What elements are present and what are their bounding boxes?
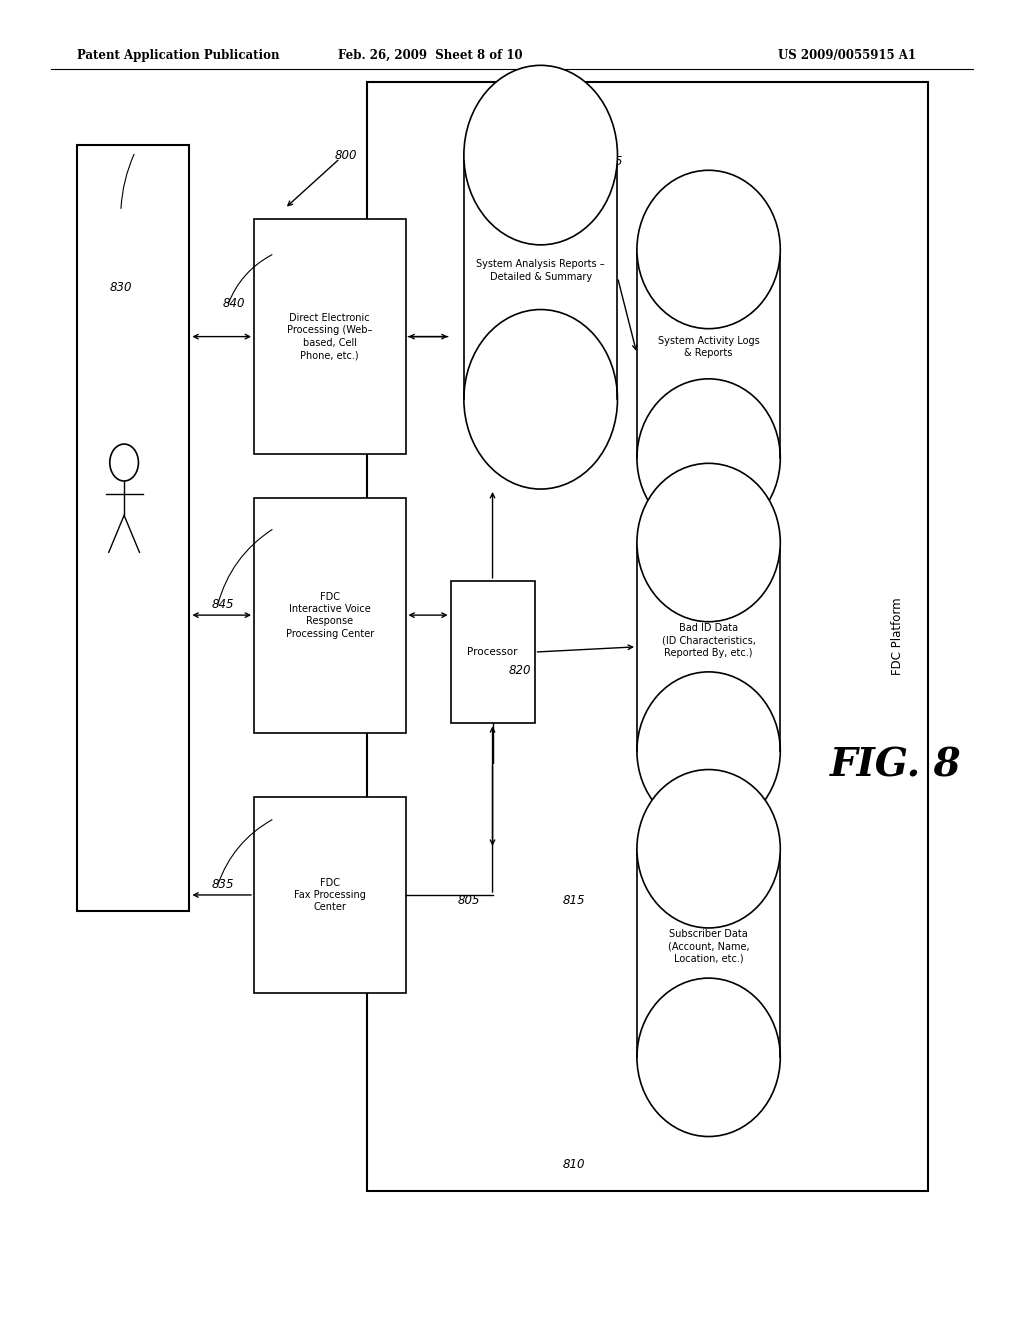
Text: 840: 840 <box>222 297 245 310</box>
Bar <box>254 219 406 454</box>
Ellipse shape <box>637 170 780 329</box>
Bar <box>77 145 189 911</box>
Bar <box>254 797 406 993</box>
Text: FDC
Interactive Voice
Response
Processing Center: FDC Interactive Voice Response Processin… <box>286 591 374 639</box>
Text: FDC Platform: FDC Platform <box>891 598 903 675</box>
Ellipse shape <box>637 463 780 622</box>
Text: 825: 825 <box>601 154 624 168</box>
Text: Subscriber Data
(Account, Name,
Location, etc.): Subscriber Data (Account, Name, Location… <box>668 929 750 964</box>
Text: Processor: Processor <box>467 647 518 657</box>
Text: System Activity Logs
& Reports: System Activity Logs & Reports <box>657 337 760 358</box>
Text: Patent Application Publication: Patent Application Publication <box>77 49 280 62</box>
Text: 810: 810 <box>562 1158 585 1171</box>
Ellipse shape <box>464 65 617 244</box>
Text: 800: 800 <box>335 149 357 162</box>
Bar <box>637 543 780 751</box>
Bar <box>637 249 780 458</box>
Text: Feb. 26, 2009  Sheet 8 of 10: Feb. 26, 2009 Sheet 8 of 10 <box>338 49 522 62</box>
Ellipse shape <box>464 309 617 488</box>
Text: Bad ID Data
(ID Characteristics,
Reported By, etc.): Bad ID Data (ID Characteristics, Reporte… <box>662 623 756 657</box>
Circle shape <box>110 444 138 480</box>
Text: 820: 820 <box>509 664 531 677</box>
Text: 805: 805 <box>458 894 480 907</box>
Text: 830: 830 <box>110 281 132 294</box>
Bar <box>254 498 406 733</box>
Text: 815: 815 <box>562 894 585 907</box>
Ellipse shape <box>637 379 780 537</box>
Text: System Analysis Reports –
Detailed & Summary: System Analysis Reports – Detailed & Sum… <box>476 260 605 281</box>
Bar <box>637 849 780 1057</box>
Ellipse shape <box>637 770 780 928</box>
Ellipse shape <box>637 978 780 1137</box>
Bar <box>451 581 535 723</box>
Text: 845: 845 <box>212 598 234 611</box>
Bar <box>367 82 928 1191</box>
Text: Direct Electronic
Processing (Web–
based, Cell
Phone, etc.): Direct Electronic Processing (Web– based… <box>287 313 373 360</box>
Bar <box>464 154 617 399</box>
Text: FDC
Fax Processing
Center: FDC Fax Processing Center <box>294 878 366 912</box>
Text: FIG. 8: FIG. 8 <box>830 747 962 784</box>
Text: 835: 835 <box>212 878 234 891</box>
Ellipse shape <box>637 672 780 830</box>
Text: US 2009/0055915 A1: US 2009/0055915 A1 <box>778 49 916 62</box>
